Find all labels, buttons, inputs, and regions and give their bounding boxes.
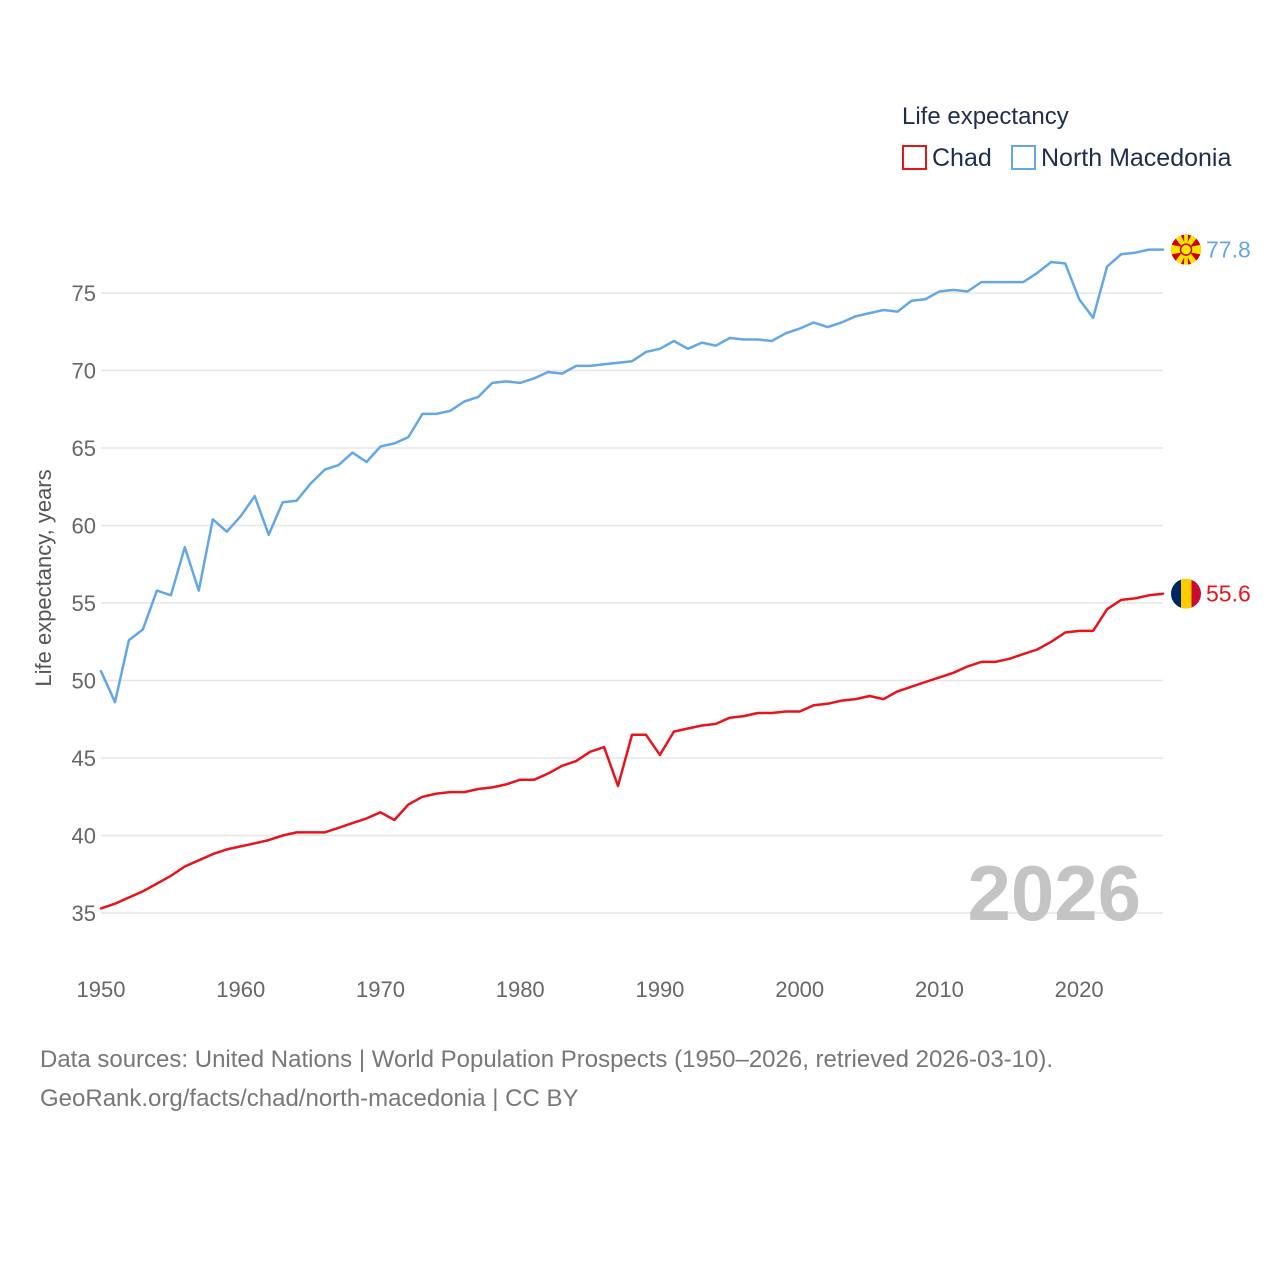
legend-label-north-macedonia: North Macedonia [1041, 144, 1231, 172]
series-line-chad[interactable] [99, 592, 1165, 910]
x-tick-label-2020: 2020 [1055, 977, 1104, 1002]
source-link[interactable]: GeoRank.org/facts/chad/north-macedonia |… [40, 1085, 579, 1112]
x-tick-label-1990: 1990 [635, 977, 684, 1002]
y-tick-label-55: 55 [72, 591, 96, 616]
gridlines [101, 292, 1163, 914]
y-axis-title: Life expectancy, years [31, 469, 56, 686]
x-tick-label-1960: 1960 [216, 977, 265, 1002]
chad-flag-icon [1171, 578, 1201, 609]
north-macedonia-flag-icon [1171, 234, 1201, 265]
y-tick-label-70: 70 [72, 359, 96, 384]
footer: Data sources: United Nations | World Pop… [40, 1040, 1240, 1118]
legend-swatch-chad [902, 145, 927, 170]
legend-title: Life expectancy [902, 103, 1069, 130]
data-source-note: Data sources: United Nations | World Pop… [40, 1046, 1054, 1073]
y-tick-label-35: 35 [72, 901, 96, 926]
x-tick-label-2000: 2000 [775, 977, 824, 1002]
y-tick-label-50: 50 [72, 669, 96, 694]
series-line-north-macedonia[interactable] [99, 248, 1165, 704]
y-axis-ticks: 35 40 45 50 55 60 65 70 75 [72, 281, 96, 926]
y-tick-label-65: 65 [72, 436, 96, 461]
legend: Life expectancy Chad North Macedonia [902, 103, 1231, 172]
x-tick-label-1980: 1980 [496, 977, 545, 1002]
x-tick-label-1950: 1950 [77, 977, 126, 1002]
y-tick-label-75: 75 [72, 281, 96, 306]
y-tick-label-40: 40 [72, 824, 96, 849]
y-tick-label-60: 60 [72, 514, 96, 539]
legend-label-chad: Chad [932, 144, 992, 172]
series-layer [99, 248, 1165, 910]
y-tick-label-45: 45 [72, 746, 96, 771]
x-tick-label-2010: 2010 [915, 977, 964, 1002]
end-value-north-macedonia: 77.8 [1206, 237, 1251, 263]
end-value-chad: 55.6 [1206, 581, 1251, 607]
x-axis-ticks: 1950 1960 1970 1980 1990 2000 2010 2020 [77, 977, 1104, 1002]
year-watermark: 2026 [967, 849, 1141, 937]
legend-item-north-macedonia[interactable]: North Macedonia [1011, 144, 1231, 172]
legend-swatch-north-macedonia [1011, 145, 1036, 170]
x-tick-label-1970: 1970 [356, 977, 405, 1002]
legend-item-chad[interactable]: Chad [902, 144, 992, 172]
